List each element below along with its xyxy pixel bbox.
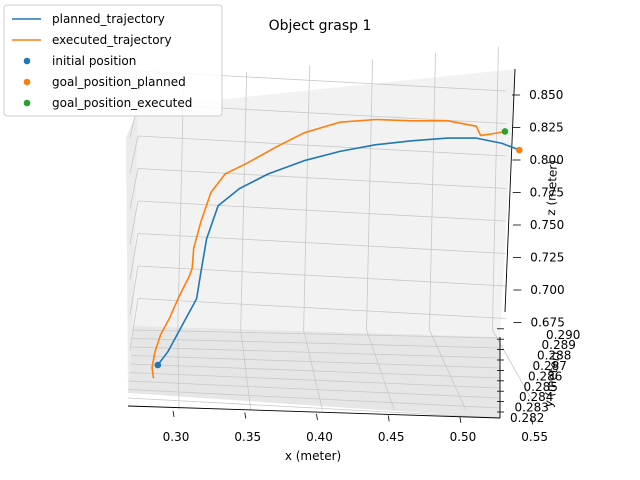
x-tick-label: 0.40 [306,430,333,444]
x-grid-line [240,71,248,331]
z-grid-line-side [129,168,139,209]
series-line-planned_trajectory [157,137,520,366]
z-tick-label: 0.825 [529,121,563,135]
x-grid-floor [366,329,395,411]
y-grid-line [132,329,501,339]
y-grid-line [129,380,501,399]
y-grid-line [132,338,501,349]
z-axis-label: z (meter) [544,160,560,216]
x-tick-mark [172,410,175,417]
legend-box [3,4,223,117]
z-grid-line [137,298,507,319]
legend-entry: executed_trajectory [52,33,172,47]
z-axis-line [504,68,516,313]
x-tick-label: 0.45 [378,430,405,444]
legend-entry: goal_position_planned [52,75,186,89]
y-tick-label: 0.285 [524,380,558,394]
x-axis-line [127,405,501,419]
z-tick-label: 0.725 [530,251,564,265]
y-tick-label: 0.288 [537,349,571,363]
legend-entry: planned_trajectory [52,12,165,26]
x-grid-floor [177,329,180,411]
z-tick-label: 0.800 [529,153,563,167]
legend: planned_trajectory executed_trajectoryini… [3,4,223,117]
z-grid-line-side [129,200,139,245]
z-grid-line-side [129,233,139,280]
z-grid-line-side [129,298,139,351]
x-grid-floor [240,329,252,411]
series-layer [151,118,523,379]
x-tick-label: 0.50 [450,430,477,444]
y-grid-line [130,363,501,379]
z-grid-line-side [129,265,139,316]
y-grid-line [128,389,501,409]
x-tick-mark [244,412,247,419]
x-tick-label: 0.30 [163,430,190,444]
y-tick-label: 0.286 [528,369,562,383]
legend-point-marker [23,57,31,65]
x-grid-line [492,46,499,331]
x-tick-mark [459,416,462,423]
z-grid-line [137,168,507,189]
legend-entry: goal_position_executed [52,96,192,110]
z-grid-line [137,265,507,287]
z-grid-line [137,233,507,254]
x-tick-mark [387,415,390,422]
legend-entry: initial position [52,54,136,68]
chart-title: Object grasp 1 [269,18,372,34]
y-grid-line [129,372,501,389]
x-axis-label: x (meter) [285,449,341,463]
point-goal_position_executed [501,128,509,135]
back-pane [133,69,515,337]
z-grid-line [137,200,507,222]
floor-pane [128,326,500,418]
y-tick-label: 0.287 [533,359,567,373]
x-grid-line [303,65,311,331]
x-tick-mark [531,418,534,425]
z-tick-label: 0.750 [530,218,564,232]
y-tick-label: 0.282 [510,411,544,425]
point-initial_position [154,361,162,369]
x-tick-label: 0.35 [234,430,261,444]
x-tick-label: 0.55 [521,430,548,444]
z-tick-label: 0.675 [530,316,564,330]
z-tick-label: 0.850 [529,88,563,102]
series-line-executed_trajectory [151,118,506,379]
y-tick-label: 0.283 [515,401,549,415]
z-tick-label: 0.700 [530,283,564,297]
y-tick-label: 0.289 [542,338,576,352]
y-tick-label: 0.290 [546,328,580,342]
y-grid-line [127,397,501,419]
x-grid-line [429,53,436,331]
x-grid-line [177,78,185,331]
point-goal_position_planned [516,146,523,154]
y-grid-line [131,346,501,359]
z-tick-label: 0.775 [530,186,564,200]
y-tick-label: 0.284 [519,390,553,404]
z-grid-line-side [129,135,139,174]
tick-labels: 0.30 0.35 0.40 0.45 0.50 0.55 0.675 0.700 0.725 0… [163,88,581,444]
legend-point-marker [23,78,31,86]
y-grid-line [130,355,501,369]
legend-point-marker [23,99,31,107]
x-grid-floor [429,329,467,411]
x-tick-mark [316,413,318,420]
z-grid-line [137,135,507,157]
left-pane [126,108,138,393]
x-grid-line [366,59,373,331]
